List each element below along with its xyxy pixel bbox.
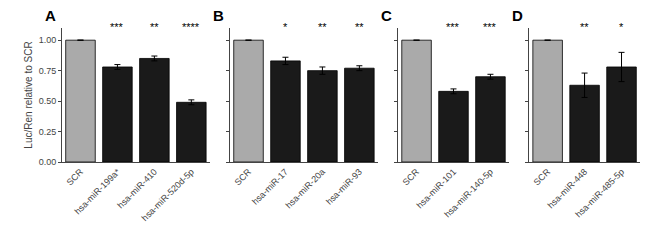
svg-text:*: * [619, 21, 624, 33]
svg-text:Luc/Ren relative to SCR: Luc/Ren relative to SCR [23, 41, 34, 148]
svg-text:0.25: 0.25 [39, 127, 57, 137]
svg-text:A: A [45, 7, 56, 24]
svg-text:SCR: SCR [532, 166, 553, 187]
svg-text:**: ** [355, 21, 364, 33]
svg-text:1.00: 1.00 [39, 35, 57, 45]
svg-text:hsa-miR-199a*: hsa-miR-199a* [73, 166, 123, 216]
svg-text:C: C [381, 7, 392, 24]
svg-text:***: *** [110, 21, 124, 33]
svg-text:****: **** [182, 21, 200, 33]
svg-text:hsa-miR-93: hsa-miR-93 [324, 167, 364, 207]
svg-text:SCR: SCR [233, 166, 254, 187]
svg-text:SCR: SCR [65, 166, 86, 187]
svg-text:hsa-miR-101: hsa-miR-101 [415, 167, 459, 211]
svg-text:D: D [512, 7, 523, 24]
svg-text:**: ** [318, 21, 327, 33]
svg-text:0.50: 0.50 [39, 96, 57, 106]
svg-text:**: ** [150, 21, 159, 33]
svg-text:hsa-miR-140-5p: hsa-miR-140-5p [442, 167, 495, 220]
svg-text:*: * [283, 21, 288, 33]
svg-text:hsa-miR-17: hsa-miR-17 [250, 167, 290, 207]
svg-text:hsa-miR-520d-5p: hsa-miR-520d-5p [140, 167, 196, 223]
svg-text:B: B [213, 7, 224, 24]
svg-text:hsa-miR-485-5p: hsa-miR-485-5p [573, 167, 626, 220]
svg-text:hsa-miR-410: hsa-miR-410 [115, 167, 159, 211]
svg-text:***: *** [446, 21, 460, 33]
svg-text:SCR: SCR [401, 166, 422, 187]
svg-text:hsa-miR-20a: hsa-miR-20a [283, 167, 327, 211]
svg-text:0.00: 0.00 [39, 157, 57, 167]
svg-text:hsa-miR-448: hsa-miR-448 [546, 167, 590, 211]
svg-text:0.75: 0.75 [39, 66, 57, 76]
svg-text:***: *** [483, 21, 497, 33]
svg-text:**: ** [580, 21, 589, 33]
